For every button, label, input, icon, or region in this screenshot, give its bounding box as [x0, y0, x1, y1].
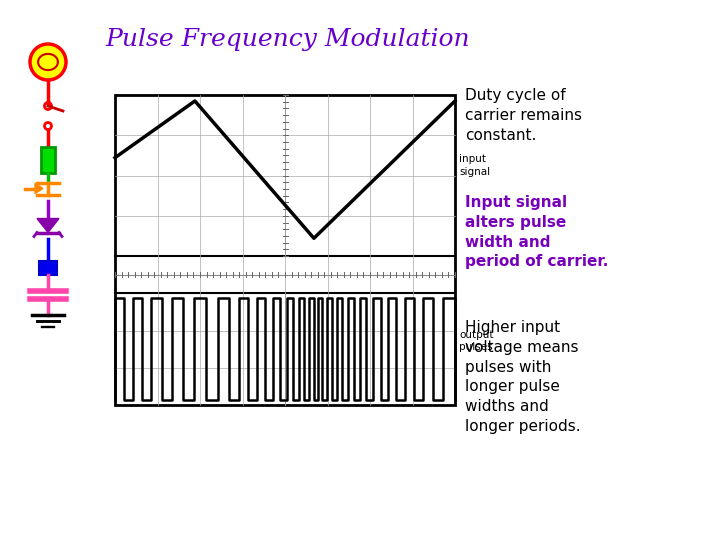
Polygon shape [35, 184, 43, 193]
Text: Input signal
alters pulse
width and
period of carrier.: Input signal alters pulse width and peri… [465, 195, 608, 269]
Bar [39, 260, 57, 274]
Text: Pulse Frequency Modulation: Pulse Frequency Modulation [105, 28, 469, 51]
Text: input
signal: input signal [459, 154, 490, 177]
Circle shape [30, 44, 66, 80]
Text: Higher input
voltage means
pulses with
longer pulse
widths and
longer periods.: Higher input voltage means pulses with l… [465, 320, 580, 434]
Bar [115, 95, 455, 405]
Text: output
pulses: output pulses [459, 330, 493, 353]
Text: Duty cycle of
carrier remains
constant.: Duty cycle of carrier remains constant. [465, 88, 582, 143]
Polygon shape [37, 219, 59, 233]
Bar [41, 146, 55, 172]
